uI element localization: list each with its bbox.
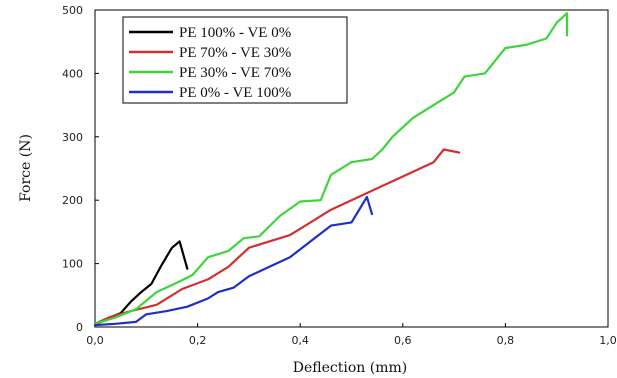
legend: PE 100% - VE 0% PE 70% - VE 30% PE 30% - V… [122,16,348,104]
y-tick-label: 500 [62,4,83,17]
series-line-2 [93,148,461,325]
y-axis-ticks: 0 100 200 300 400 500 [62,4,99,334]
legend-label: PE 100% - VE 0% [179,25,291,41]
y-tick-label: 300 [62,131,83,144]
x-axis-ticks: 0,0 0,2 0,4 0,6 0,8 1,0 [86,323,617,347]
x-tick-label: 0,8 [497,334,515,347]
legend-label: PE 30% - VE 70% [179,65,291,81]
plot-frame [94,9,609,328]
x-tick-label: 0,0 [86,334,104,347]
x-axis-label: Deflection (mm) [293,360,407,376]
y-tick-label: 0 [76,321,83,334]
y-tick-label: 400 [62,67,83,80]
y-tick-label: 100 [62,258,83,271]
legend-label: PE 70% - VE 30% [179,45,291,61]
x-tick-label: 1,0 [599,334,617,347]
x-tick-label: 0,2 [189,334,207,347]
series-line-4 [93,195,374,327]
x-tick-label: 0,4 [291,334,309,347]
series-lines [93,12,569,327]
y-axis-label: Force (N) [18,134,34,202]
x-tick-label: 0,6 [394,334,412,347]
series-line-3 [93,12,569,325]
y-tick-label: 200 [62,194,83,207]
legend-label: PE 0% - VE 100% [179,85,291,101]
